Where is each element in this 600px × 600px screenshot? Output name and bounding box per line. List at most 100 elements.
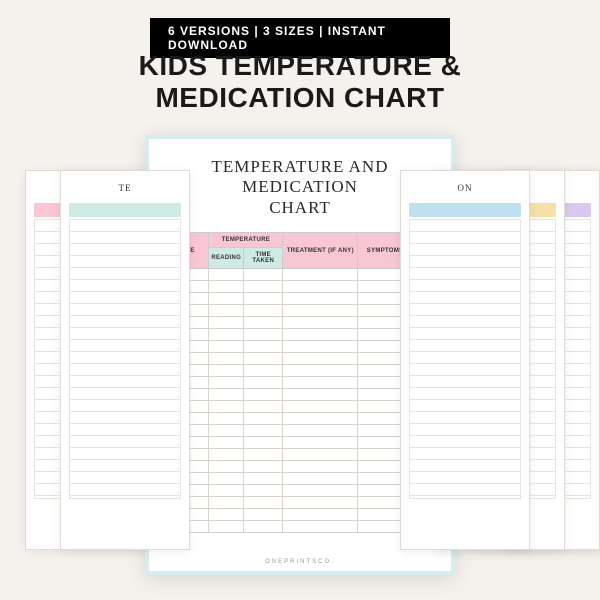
table-cell: [244, 365, 283, 377]
table-row: [164, 401, 437, 413]
table-row: [164, 353, 437, 365]
table-cell: [283, 341, 358, 353]
table-cell: [209, 293, 244, 305]
table-cell: [209, 305, 244, 317]
table-cell: [209, 437, 244, 449]
table-cell: [209, 413, 244, 425]
table-cell: [283, 521, 358, 533]
table-row: [164, 461, 437, 473]
bg-sheet-title: TE: [69, 183, 181, 193]
table-row: [164, 377, 437, 389]
table-row: [164, 497, 437, 509]
table-cell: [283, 269, 358, 281]
table-cell: [244, 281, 283, 293]
table-row: [164, 341, 437, 353]
table-cell: [244, 521, 283, 533]
table-cell: [209, 449, 244, 461]
table-row: [164, 521, 437, 533]
table-row: [164, 437, 437, 449]
table-cell: [209, 521, 244, 533]
chart-table: DATE TEMPERATURE TREATMENT (IF ANY) SYMP…: [163, 232, 437, 533]
table-cell: [244, 485, 283, 497]
table-cell: [244, 449, 283, 461]
table-cell: [209, 281, 244, 293]
table-cell: [244, 353, 283, 365]
table-row: [164, 365, 437, 377]
table-cell: [244, 293, 283, 305]
table-row: [164, 449, 437, 461]
table-row: [164, 305, 437, 317]
table-cell: [244, 401, 283, 413]
bg-sheet-header: [409, 203, 521, 217]
table-cell: [244, 473, 283, 485]
table-cell: [244, 377, 283, 389]
table-cell: [283, 437, 358, 449]
table-cell: [209, 461, 244, 473]
table-cell: [244, 389, 283, 401]
col-temperature: TEMPERATURE: [209, 233, 283, 248]
table-row: [164, 509, 437, 521]
table-cell: [209, 509, 244, 521]
bg-sheet-rows: [69, 219, 181, 499]
table-cell: [244, 461, 283, 473]
table-cell: [283, 485, 358, 497]
col-reading: READING: [209, 248, 244, 269]
table-cell: [244, 509, 283, 521]
table-cell: [244, 329, 283, 341]
table-row: [164, 293, 437, 305]
table-row: [164, 329, 437, 341]
sheet-title: TEMPERATURE AND MEDICATIONCHART: [163, 157, 437, 218]
table-cell: [283, 329, 358, 341]
brand-footer: ONEPRINTSCO.: [149, 559, 451, 565]
table-cell: [209, 497, 244, 509]
table-cell: [283, 317, 358, 329]
background-sheet: ON: [400, 170, 530, 550]
table-cell: [283, 305, 358, 317]
table-cell: [283, 281, 358, 293]
table-cell: [209, 353, 244, 365]
table-cell: [244, 425, 283, 437]
table-cell: [244, 341, 283, 353]
table-cell: [283, 365, 358, 377]
table-row: [164, 485, 437, 497]
preview-stage: TION TION ON ON TE TE TEMPERATURE AND ME…: [0, 130, 600, 600]
table-cell: [209, 329, 244, 341]
table-cell: [283, 413, 358, 425]
table-cell: [209, 425, 244, 437]
table-cell: [244, 269, 283, 281]
table-cell: [244, 437, 283, 449]
table-cell: [283, 377, 358, 389]
table-row: [164, 413, 437, 425]
table-cell: [283, 425, 358, 437]
table-row: [164, 317, 437, 329]
table-cell: [283, 293, 358, 305]
table-row: [164, 425, 437, 437]
table-cell: [283, 509, 358, 521]
table-cell: [283, 449, 358, 461]
col-timetaken: TIME TAKEN: [244, 248, 283, 269]
table-cell: [283, 389, 358, 401]
table-cell: [209, 389, 244, 401]
background-sheet: TE: [60, 170, 190, 550]
table-cell: [209, 485, 244, 497]
table-cell: [283, 497, 358, 509]
table-cell: [209, 365, 244, 377]
page-title: KIDS TEMPERATURE &MEDICATION CHART: [0, 50, 600, 114]
bg-sheet-rows: [409, 219, 521, 499]
table-cell: [283, 461, 358, 473]
table-cell: [209, 341, 244, 353]
table-cell: [244, 413, 283, 425]
table-row: [164, 389, 437, 401]
table-cell: [209, 401, 244, 413]
table-cell: [209, 269, 244, 281]
table-cell: [244, 497, 283, 509]
table-cell: [209, 377, 244, 389]
table-cell: [283, 473, 358, 485]
table-cell: [244, 305, 283, 317]
bg-sheet-title: ON: [409, 183, 521, 193]
table-cell: [283, 353, 358, 365]
bg-sheet-header: [69, 203, 181, 217]
table-row: [164, 281, 437, 293]
table-row: [164, 473, 437, 485]
table-cell: [209, 317, 244, 329]
